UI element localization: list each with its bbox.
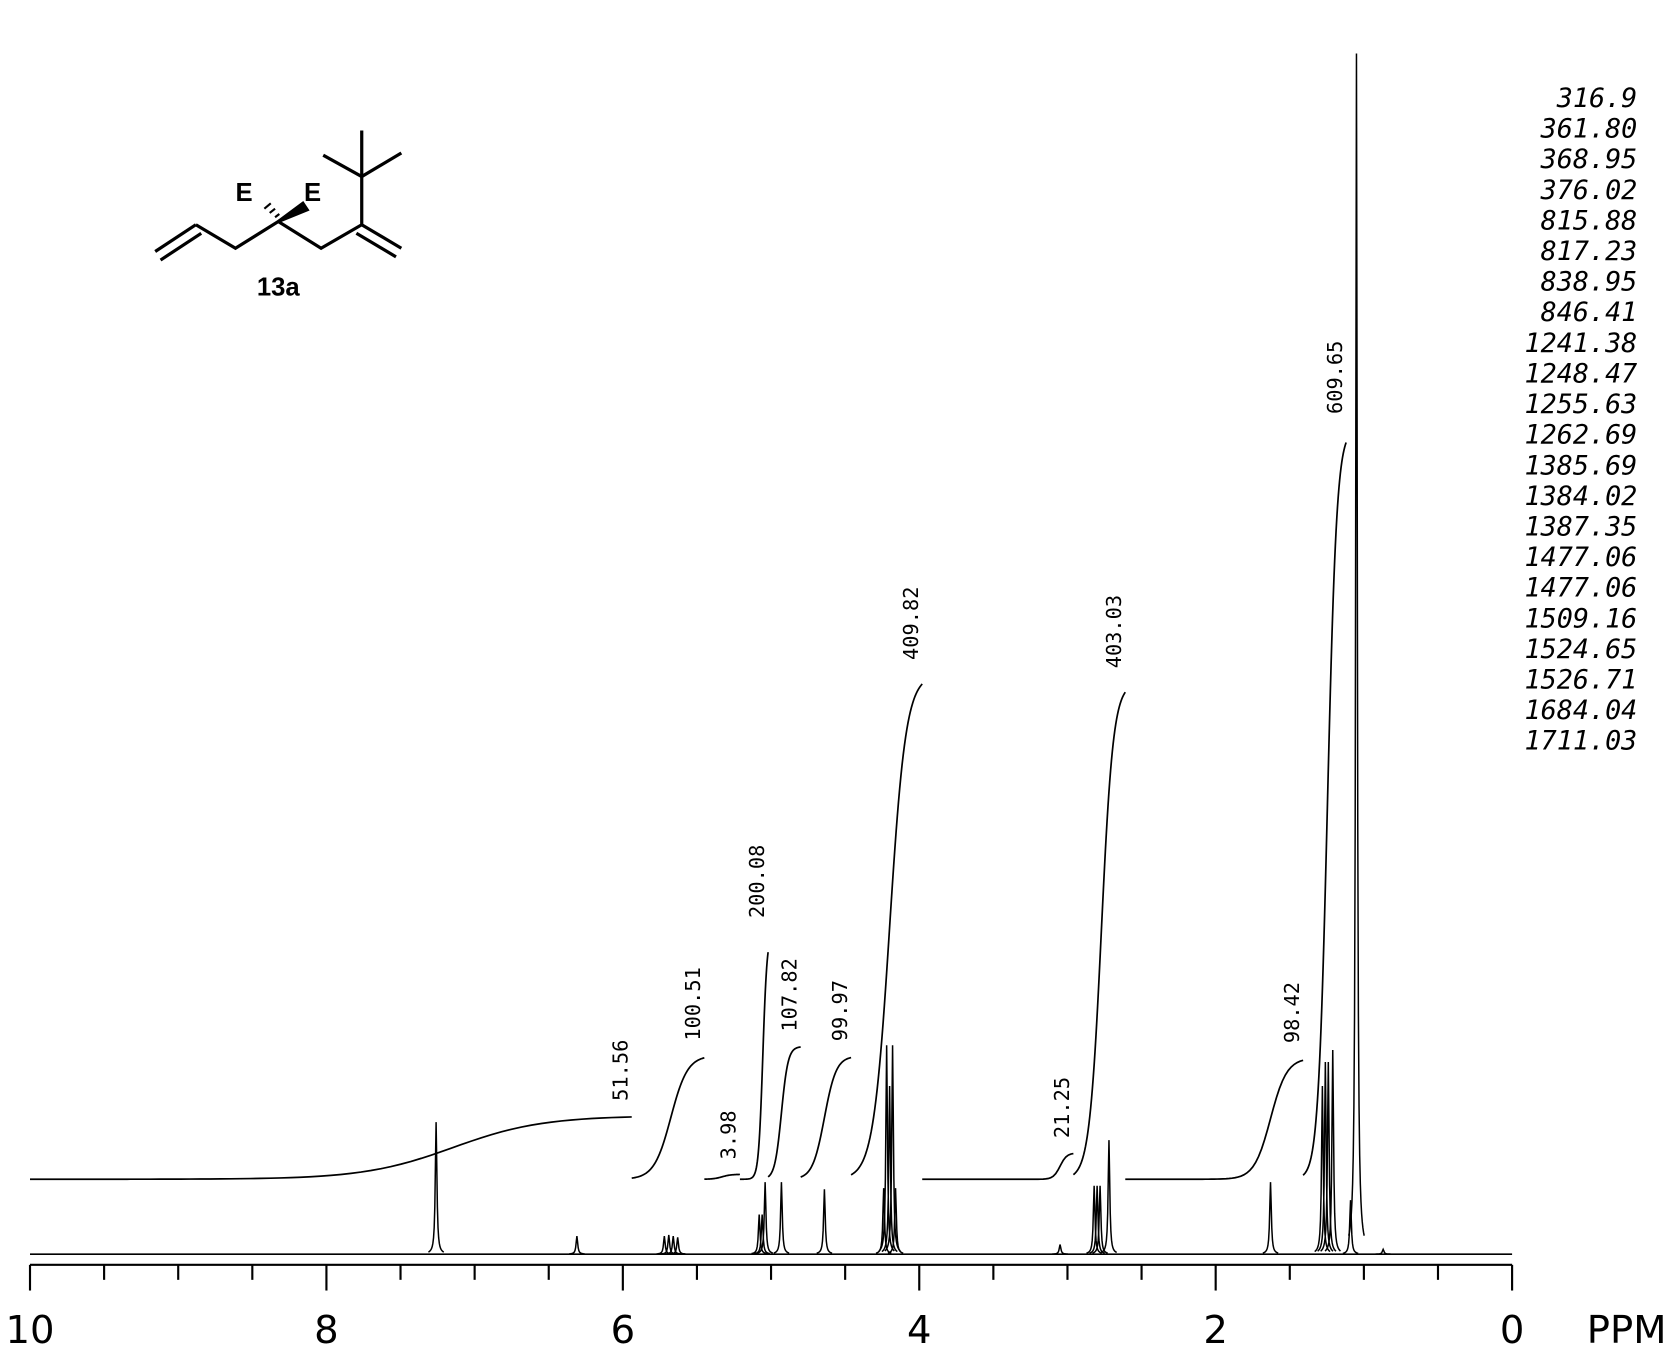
integral-curve xyxy=(1072,691,1126,1176)
substituent-label: E xyxy=(304,179,321,207)
integral-curve xyxy=(631,1056,705,1179)
peak xyxy=(669,1237,686,1255)
peak xyxy=(1086,1185,1103,1254)
integral-label: 107.82 xyxy=(777,958,801,1031)
peak-list-entry: 1255.63 xyxy=(1525,389,1638,420)
peak-list-entry: 361.80 xyxy=(1540,114,1638,145)
x-tick-label: 2 xyxy=(1203,1308,1228,1351)
integral-label: 51.56 xyxy=(608,1040,632,1101)
peak xyxy=(1262,1182,1279,1254)
integral-curve xyxy=(767,1046,801,1178)
integral-curve xyxy=(800,1056,852,1178)
peak xyxy=(1092,1185,1109,1254)
peak xyxy=(751,1214,768,1255)
peak-list-entry: 1387.35 xyxy=(1525,511,1638,542)
peak-list-entry: 1477.06 xyxy=(1525,542,1638,573)
x-tick-label: 6 xyxy=(611,1308,636,1351)
integral-curve xyxy=(850,683,923,1176)
peak xyxy=(1100,1140,1118,1254)
peak xyxy=(881,1086,898,1253)
peak-list-entry: 1711.03 xyxy=(1525,726,1638,757)
peak xyxy=(773,1182,790,1254)
x-tick-label: 0 xyxy=(1500,1308,1525,1351)
peak xyxy=(887,1188,904,1254)
integral-curve xyxy=(922,1152,1074,1181)
x-tick-label: 10 xyxy=(5,1308,54,1351)
peak xyxy=(665,1236,681,1255)
peak xyxy=(569,1236,585,1255)
peak xyxy=(816,1189,833,1254)
peak-list-entry: 1262.69 xyxy=(1525,420,1638,451)
peak-list-entry: 1385.69 xyxy=(1525,450,1638,481)
integral-label: 100.51 xyxy=(681,967,705,1040)
integral-label: 21.25 xyxy=(1050,1077,1074,1138)
integral-label: 609.65 xyxy=(1323,341,1347,414)
peak-list-entry: 838.95 xyxy=(1541,267,1638,298)
x-axis-label: PPM xyxy=(1587,1308,1667,1351)
peak xyxy=(875,1188,892,1254)
peak-list-entry: 1384.02 xyxy=(1525,481,1638,512)
integral-curve xyxy=(30,1116,632,1181)
peak xyxy=(1348,53,1365,1236)
substituent-label: E xyxy=(235,179,252,207)
peak-list-entry: 1509.16 xyxy=(1525,603,1638,634)
peak xyxy=(1317,1062,1334,1252)
peak-list-entry: 1248.47 xyxy=(1525,358,1638,389)
peak-list-entry: 1241.38 xyxy=(1525,328,1638,359)
integral-curve xyxy=(1125,1059,1304,1181)
peak xyxy=(1342,1200,1359,1255)
peak xyxy=(1324,1050,1341,1252)
integral-label: 98.42 xyxy=(1280,982,1304,1043)
peak-list-entry: 1524.65 xyxy=(1525,634,1638,665)
integral-label: 3.98 xyxy=(717,1110,741,1159)
integral-label: 409.82 xyxy=(899,586,923,659)
peak-list-entry: 376.02 xyxy=(1540,175,1638,206)
peak xyxy=(1320,1062,1337,1252)
compound-label: 13a xyxy=(257,273,301,301)
peak-list-entry: 815.88 xyxy=(1541,205,1638,236)
peak-list-entry: 1684.04 xyxy=(1525,695,1638,726)
peak-list-entry: 846.41 xyxy=(1541,297,1638,328)
structure-drawing xyxy=(154,130,403,262)
peak-list-entry: 1477.06 xyxy=(1525,573,1638,604)
peak xyxy=(757,1182,774,1254)
peak xyxy=(1052,1244,1068,1255)
peak xyxy=(754,1214,770,1255)
x-tick-label: 4 xyxy=(907,1308,932,1351)
integral-label: 200.08 xyxy=(745,845,769,918)
x-tick-label: 8 xyxy=(314,1308,339,1351)
peak xyxy=(878,1045,895,1252)
peak-list-entry: 316.9 xyxy=(1556,83,1638,114)
integral-label: 99.97 xyxy=(828,980,852,1041)
integral-label: 403.03 xyxy=(1102,595,1126,668)
integral-curve xyxy=(704,1173,740,1181)
integral-curve xyxy=(1302,442,1347,1176)
peak-list-entry: 1526.71 xyxy=(1525,665,1638,696)
peak xyxy=(428,1122,445,1253)
integral-curve xyxy=(739,952,769,1181)
peak xyxy=(1375,1247,1391,1255)
peak-list-entry: 368.95 xyxy=(1540,144,1638,175)
peak-list-entry: 817.23 xyxy=(1541,236,1638,267)
